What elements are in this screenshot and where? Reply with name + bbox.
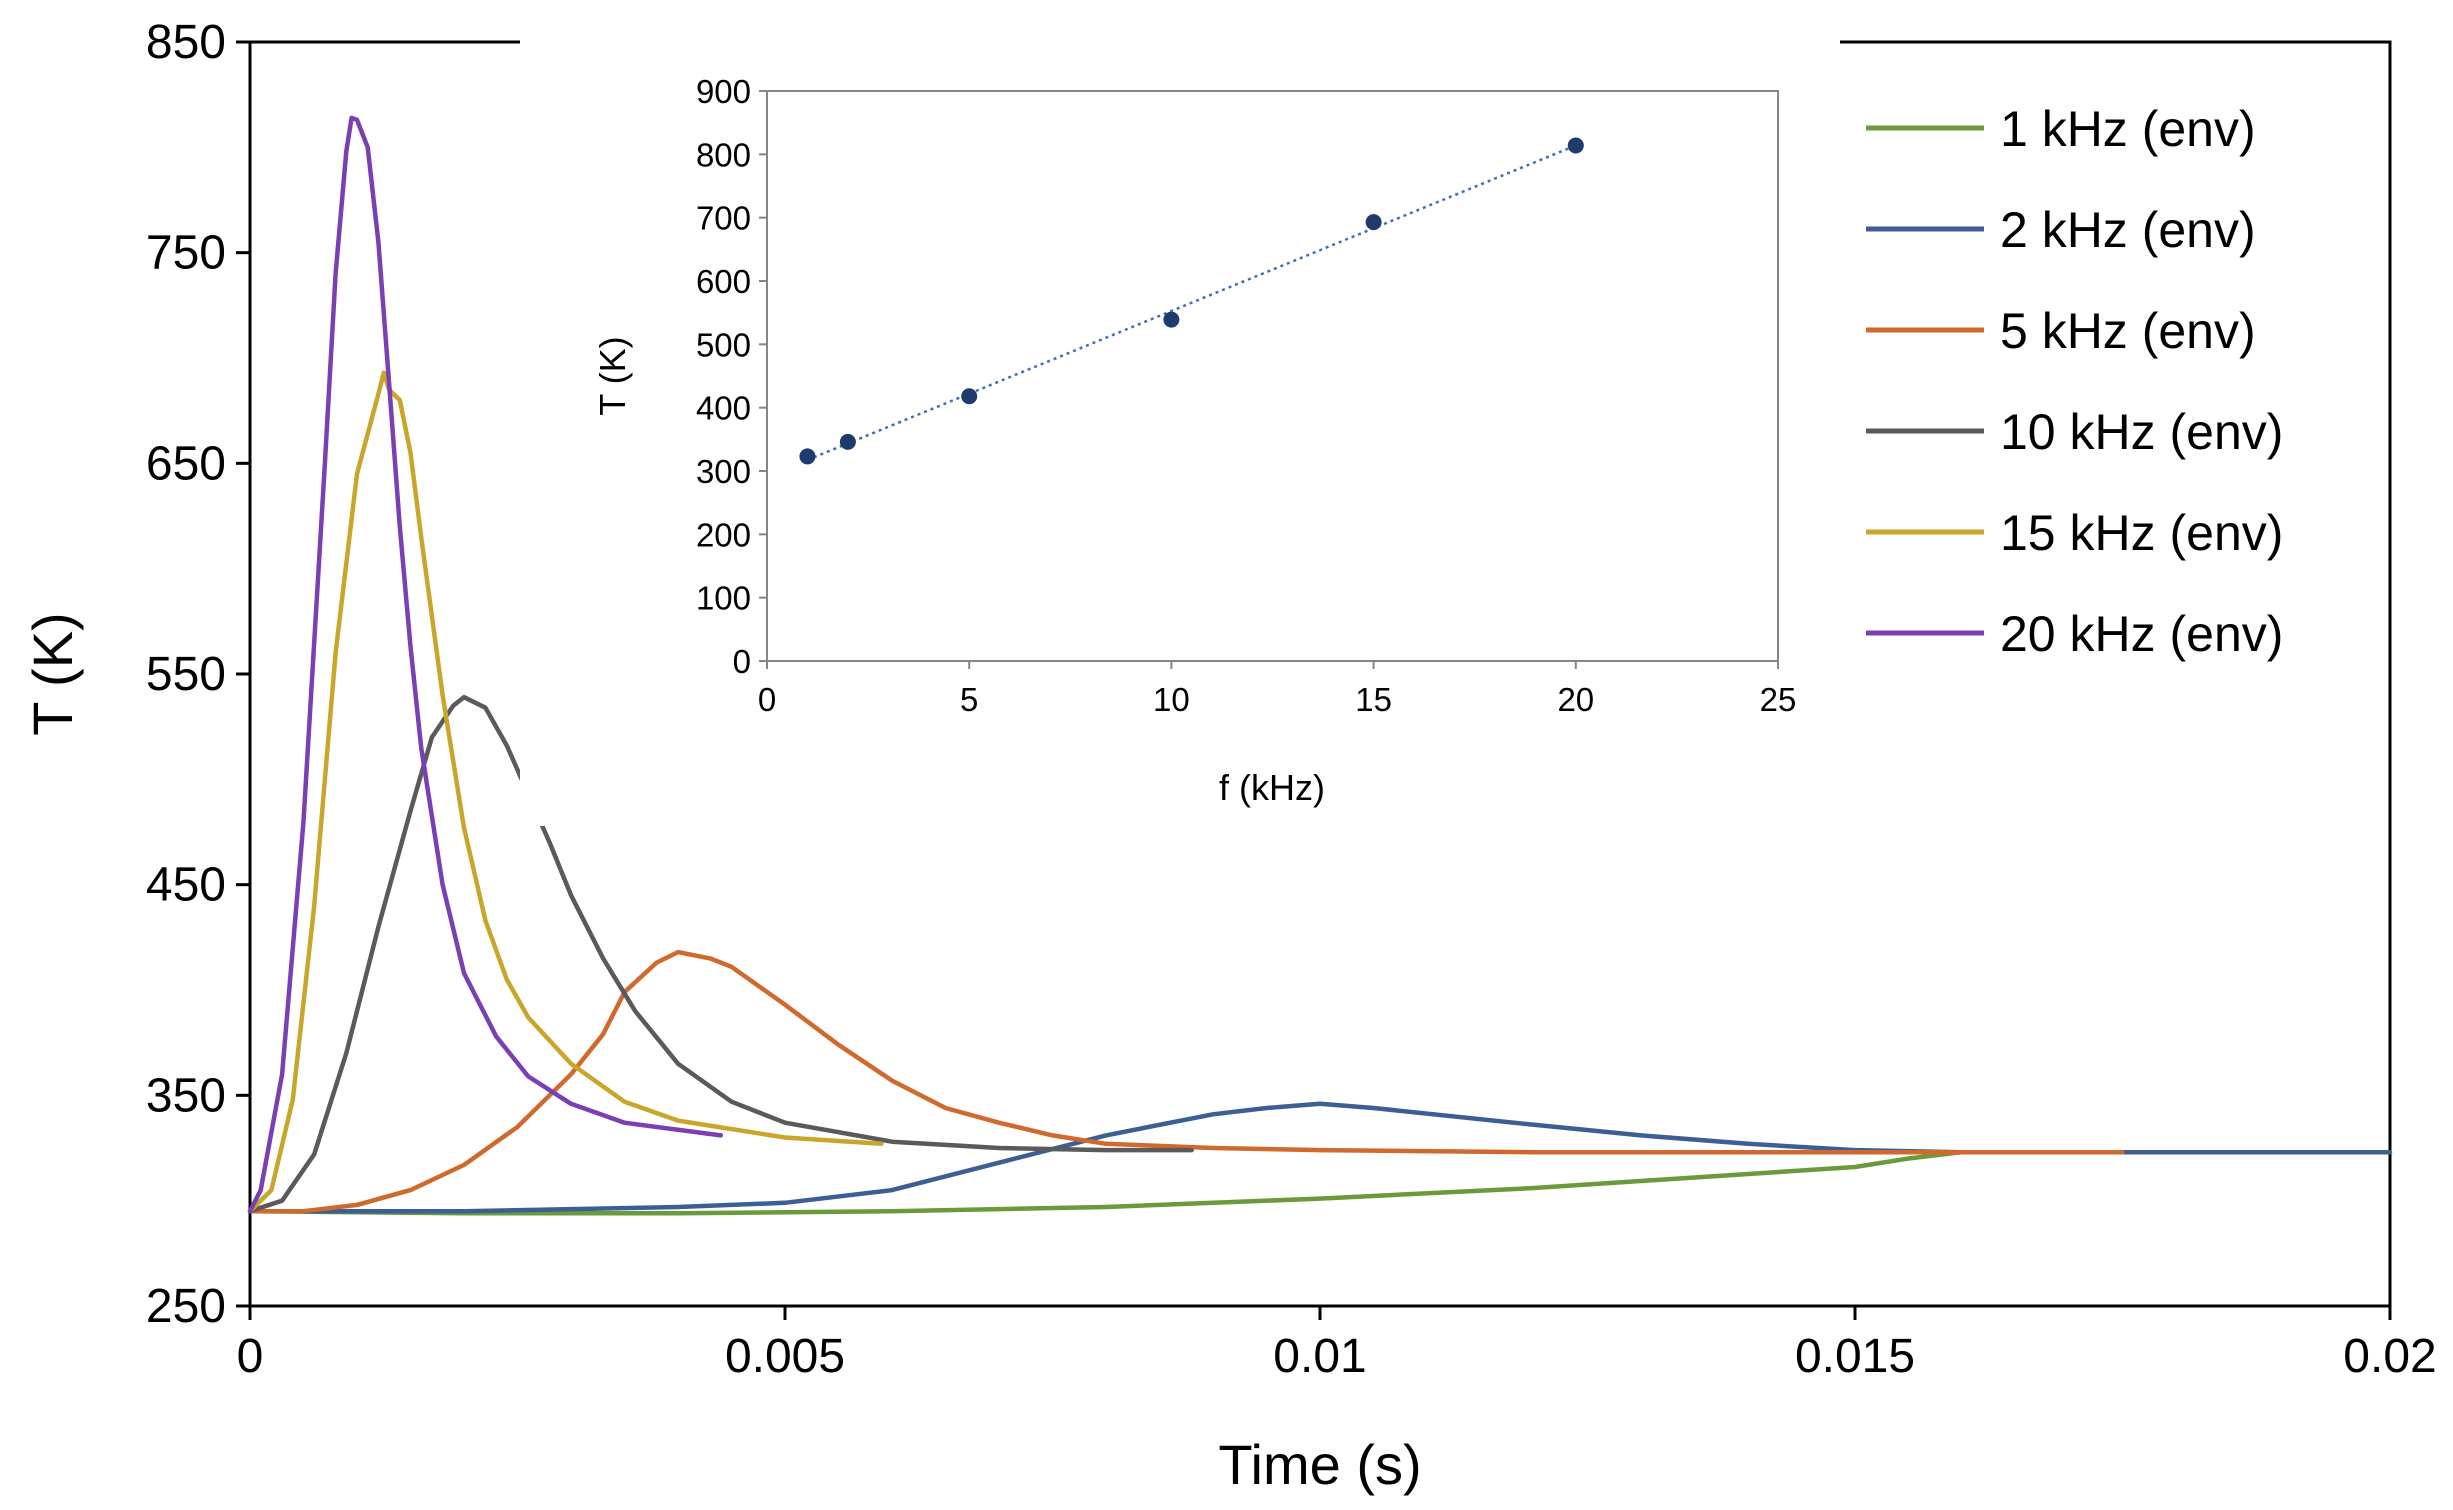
legend-label: 15 kHz (env) — [2000, 505, 2283, 561]
main-x-tick-label: 0.01 — [1273, 1330, 1366, 1383]
main-x-tick-label: 0.015 — [1795, 1330, 1915, 1383]
legend: 1 kHz (env) 2 kHz (env) 5 kHz (env) 10 kHz … — [1866, 101, 2283, 662]
inset-data-point — [1365, 214, 1382, 231]
inset-x-tick-label: 5 — [960, 681, 978, 718]
inset-marks — [799, 137, 1584, 465]
inset-plot: 0 100 200 300 400 500 600 700 800 900 0 5 10 15 20 25 f… — [520, 36, 1840, 826]
inset-data-point — [799, 448, 816, 465]
main-y-tick-label: 850 — [146, 16, 226, 69]
inset-x-axis-title: f (kHz) — [1219, 767, 1325, 808]
main-x-axis-title: Time (s) — [1218, 1433, 1421, 1496]
inset-y-tick-label: 200 — [696, 516, 751, 553]
legend-label: 10 kHz (env) — [2000, 404, 2283, 460]
legend-label: 20 kHz (env) — [2000, 606, 2283, 662]
inset-y-tick-label: 300 — [696, 453, 751, 490]
main-y-tick-label: 750 — [146, 227, 226, 280]
main-x-tick-label: 0 — [237, 1330, 264, 1383]
inset-data-point — [961, 388, 978, 405]
legend-label: 5 kHz (env) — [2000, 303, 2256, 359]
main-series — [247, 115, 2393, 1216]
inset-trendline — [806, 144, 1577, 462]
series-line — [247, 370, 884, 1214]
inset-y-tick-label: 900 — [696, 73, 751, 110]
main-y-tick-label: 650 — [146, 437, 226, 490]
inset-y-tick-label: 100 — [696, 580, 751, 617]
main-y-tick-label: 450 — [146, 859, 226, 912]
inset-y-tick-label: 400 — [696, 390, 751, 427]
legend-label: 1 kHz (env) — [2000, 101, 2256, 157]
legend-label: 2 kHz (env) — [2000, 202, 2256, 258]
inset-y-tick-label: 0 — [733, 643, 751, 680]
inset-x-tick-label: 10 — [1153, 681, 1190, 718]
inset-y-axis-title: T (K) — [592, 336, 633, 415]
main-x-tick-label: 0.02 — [2343, 1330, 2436, 1383]
inset-data-point — [1567, 137, 1584, 154]
inset-data-point — [1163, 311, 1180, 328]
inset-x-tick-label: 25 — [1760, 681, 1797, 718]
inset-y-tick-label: 700 — [696, 200, 751, 237]
main-y-axis-title: T (K) — [21, 612, 84, 735]
main-y-tick-label: 250 — [146, 1280, 226, 1333]
main-y-tick-label: 550 — [146, 648, 226, 701]
inset-ticks: 0 100 200 300 400 500 600 700 800 900 0 5 10 15 20 25 — [696, 73, 1796, 718]
main-x-tick-label: 0.005 — [725, 1330, 845, 1383]
series-line — [247, 115, 724, 1214]
inset-y-tick-label: 800 — [696, 136, 751, 173]
inset-x-tick-label: 20 — [1557, 681, 1594, 718]
main-y-tick-label: 350 — [146, 1069, 226, 1122]
inset-background — [520, 36, 1840, 826]
inset-data-point — [839, 433, 856, 450]
series-line — [247, 949, 2125, 1214]
inset-x-tick-label: 0 — [758, 681, 776, 718]
series-line — [247, 1149, 2125, 1216]
inset-x-tick-label: 15 — [1355, 681, 1392, 718]
inset-frame — [766, 90, 1779, 662]
series-line — [247, 1101, 2393, 1214]
inset-y-tick-label: 500 — [696, 326, 751, 363]
inset-y-tick-label: 600 — [696, 263, 751, 300]
